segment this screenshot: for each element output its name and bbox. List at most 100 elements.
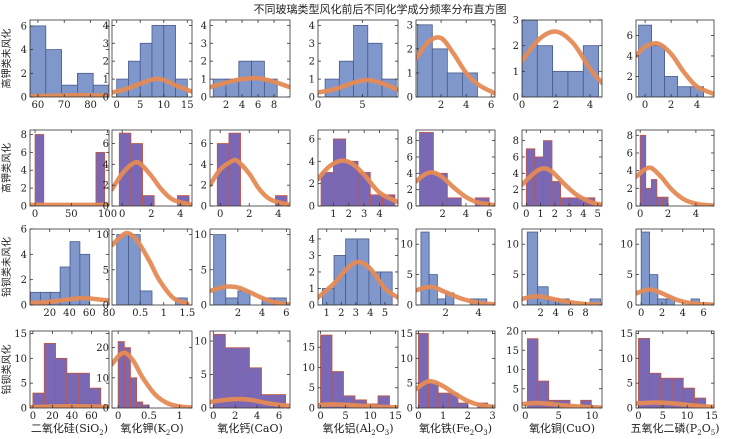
density-curve	[416, 35, 495, 96]
x-tick-label: 4	[239, 100, 245, 111]
panel-frame	[317, 19, 399, 98]
histogram-bars	[419, 132, 490, 206]
x-tick-label: 2	[346, 209, 352, 220]
x-tick-label: 2	[538, 308, 544, 319]
x-tick-label: 2	[232, 411, 238, 422]
column-label-cao: 氧化钙(CaO)	[217, 421, 283, 435]
y-tick-label: 10	[400, 354, 413, 365]
y-tick-label: 0	[201, 93, 207, 104]
panel-r1-c2: 0 2 4 0 2 4 6	[201, 129, 291, 220]
column-label-fe2o3: 氧化铁(Fe2O3)	[419, 421, 492, 437]
column-label-tail: O)	[170, 422, 183, 435]
figure-title: 不同玻璃类型风化前后不同化学成分频率分布直方图	[254, 2, 507, 16]
x-tick-label: 4	[580, 209, 586, 220]
density-curve	[318, 77, 398, 95]
histogram-bar	[446, 72, 463, 97]
histogram-bar	[664, 76, 678, 97]
histogram-bars	[638, 24, 704, 97]
histogram-bar	[656, 196, 663, 206]
x-tick-label: 100	[98, 209, 117, 220]
x-tick-label: 0	[315, 100, 321, 111]
x-tick-label: 2	[148, 209, 154, 220]
histogram-bar	[212, 333, 226, 408]
x-tick-label: 4	[587, 100, 593, 111]
panel-frame	[317, 330, 399, 409]
y-tick-label: 5	[21, 379, 27, 390]
y-tick-label: 15	[506, 346, 519, 357]
histogram-bar	[419, 132, 434, 206]
panel-frame	[111, 19, 193, 98]
panel-frame	[209, 330, 291, 409]
x-tick-label: 0	[32, 209, 38, 220]
x-tick-label: 6	[255, 100, 261, 111]
histogram-bars	[638, 338, 707, 408]
x-tick-label: 2	[659, 308, 665, 319]
histogram-bar	[151, 24, 165, 97]
y-tick-label: 20	[96, 343, 109, 354]
y-tick-label: 3	[407, 20, 413, 31]
panel-frame	[209, 129, 291, 207]
histogram-bar	[139, 42, 153, 97]
column-label-subscript-2: 3	[385, 429, 389, 437]
y-tick-label: 2	[513, 185, 519, 196]
histogram-bar	[136, 401, 144, 408]
row-label-2: 铅钡类未风化	[0, 237, 13, 297]
x-tick-label: 3	[566, 209, 572, 220]
histogram-bar	[69, 241, 81, 305]
y-tick-label: 15	[14, 329, 27, 340]
histogram-bar	[332, 138, 347, 206]
x-tick-label: 40	[66, 411, 79, 422]
histogram-bar	[589, 298, 601, 305]
column-label-tail-2: )	[715, 422, 719, 435]
x-tick-label: 6	[283, 308, 289, 319]
x-tick-label: 40	[63, 308, 76, 319]
x-tick-label: 6	[567, 308, 573, 319]
histogram-bar	[436, 298, 447, 305]
panel-r2-c1: 0.5 1 1.5 0 5 10	[96, 228, 195, 319]
x-tick-label: 2	[440, 209, 446, 220]
panel-r3-c6: 0 5 10 15 0 5 10 15	[620, 329, 718, 422]
panel-frame	[317, 228, 399, 306]
y-tick-label: 2	[309, 57, 315, 68]
y-tick-label: 10	[14, 354, 27, 365]
y-tick-label: 0	[407, 202, 413, 213]
y-tick-label: 0	[103, 202, 109, 213]
y-tick-label: 0	[309, 202, 315, 213]
y-tick-label: 1	[201, 75, 207, 86]
panel-r3-c5: 0 5 10 0 5 10 15 20	[506, 327, 603, 422]
density-curve	[210, 396, 290, 408]
y-tick-label: 8	[513, 136, 519, 147]
x-tick-label: 4	[259, 308, 265, 319]
histogram-bars	[526, 231, 601, 305]
panel-frame	[521, 19, 603, 98]
y-tick-label: 0	[513, 93, 519, 104]
y-tick-label: 6	[201, 139, 207, 150]
column-label-subscript: 2	[371, 429, 375, 437]
column-label-subscript: 2	[470, 429, 474, 437]
panel-frame	[209, 228, 291, 306]
y-tick-label: 3	[103, 39, 109, 50]
density-curve	[210, 157, 290, 206]
density-curve	[522, 166, 602, 206]
y-tick-label: 1	[309, 75, 315, 86]
x-tick-label: 60	[83, 308, 96, 319]
x-tick-label: 5	[595, 209, 601, 220]
histogram-bar	[416, 24, 433, 97]
panel-r2-c4: 2 4 0 5 10	[400, 228, 496, 319]
x-tick-label: 1	[324, 308, 330, 319]
panel-frame	[635, 330, 715, 409]
x-tick-label: 8	[271, 100, 277, 111]
x-tick-label: 1	[177, 411, 183, 422]
y-tick-label: 0	[201, 202, 207, 213]
y-tick-label: 0	[21, 93, 27, 104]
panel-frame	[29, 330, 110, 409]
y-tick-label: 10	[506, 365, 519, 376]
histogram-bar	[645, 187, 652, 206]
column-labels-layer: 二氧化硅(SiO2) 氧化钾(K2O) 氧化钙(CaO) 氧化铝(Al2O3) 氧化铁(…	[31, 421, 720, 437]
x-tick-label: 0	[523, 209, 529, 220]
y-tick-label: 6	[21, 148, 27, 159]
column-label-subscript: 2	[99, 429, 103, 437]
histogram-bar	[457, 402, 469, 408]
x-tick-label: 1	[440, 411, 446, 422]
